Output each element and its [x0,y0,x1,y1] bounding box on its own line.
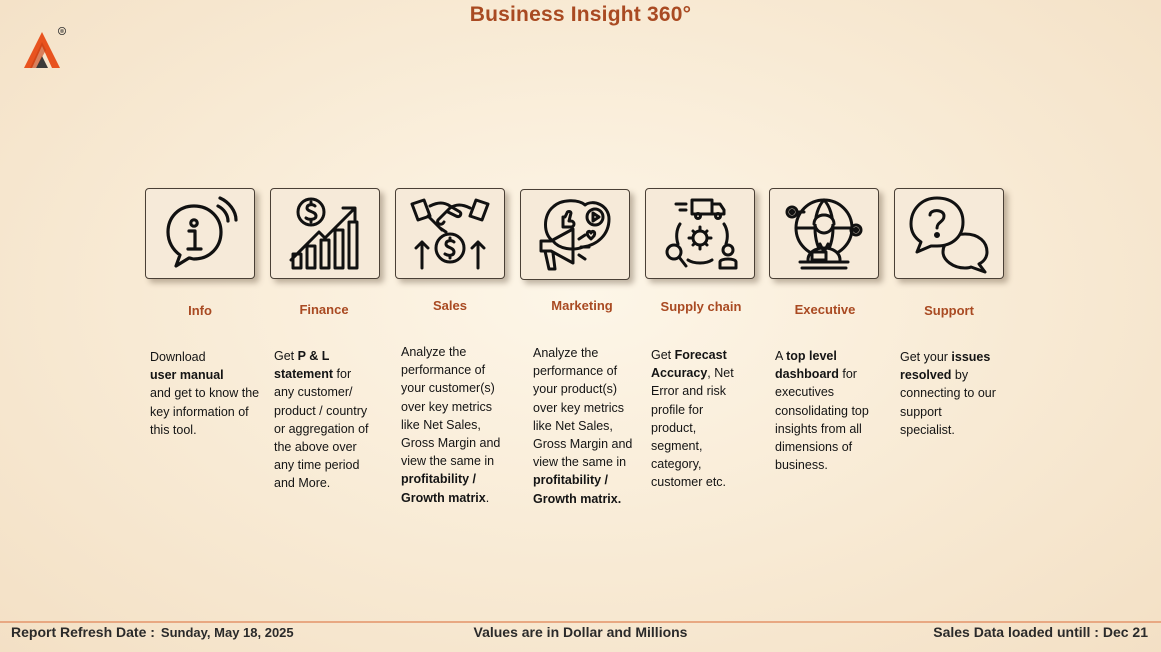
card-desc-info: Download user manual and get to know the… [150,350,260,437]
card-desc-support: Get your issues resolved by connecting t… [900,350,996,437]
card-title-support: Support [924,303,974,318]
info-icon [166,195,238,268]
company-logo: ® [20,26,68,72]
card-title-finance: Finance [299,302,349,317]
card-desc-marketing: Analyze the performance of your product(… [533,346,633,506]
megaphone-icon [539,198,611,270]
support-tile[interactable] [894,188,1004,279]
svg-text:®: ® [60,29,65,35]
footer-divider [0,621,1161,623]
card-desc-finance: Get P & L statement for any customer/ pr… [274,349,369,491]
sales-loaded-note: Sales Data loaded untill : Dec 21 [933,624,1148,640]
card-desc-executive: A top level dashboard for executives con… [775,349,869,473]
supply-chain-icon [665,198,738,269]
handshake-icon [410,198,490,269]
executive-tile[interactable] [769,188,879,279]
card-title-marketing: Marketing [551,298,613,313]
refresh-date: Sunday, May 18, 2025 [160,625,294,640]
info-tile[interactable] [145,188,255,279]
report-refresh: Report Refresh Date : Sunday, May 18, 202… [11,624,294,640]
finance-tile[interactable] [270,188,380,279]
card-desc-sales: Analyze the performance of your customer… [401,345,501,505]
card-title-info: Info [188,303,212,318]
executive-icon [785,198,863,269]
card-title-sales: Sales [433,298,467,313]
refresh-label: Report Refresh Date : [11,624,155,640]
finance-growth-icon [289,197,359,269]
marketing-tile[interactable] [520,189,630,280]
support-chat-icon [909,196,989,273]
card-desc-supply-chain: Get Forecast Accuracy, Net Error and ris… [651,348,734,490]
card-title-executive: Executive [794,302,856,317]
sales-tile[interactable] [395,188,505,279]
page-title: Business Insight 360° [469,3,692,26]
supply-chain-tile[interactable] [645,188,755,279]
card-title-supply-chain: Supply chain [660,299,742,314]
